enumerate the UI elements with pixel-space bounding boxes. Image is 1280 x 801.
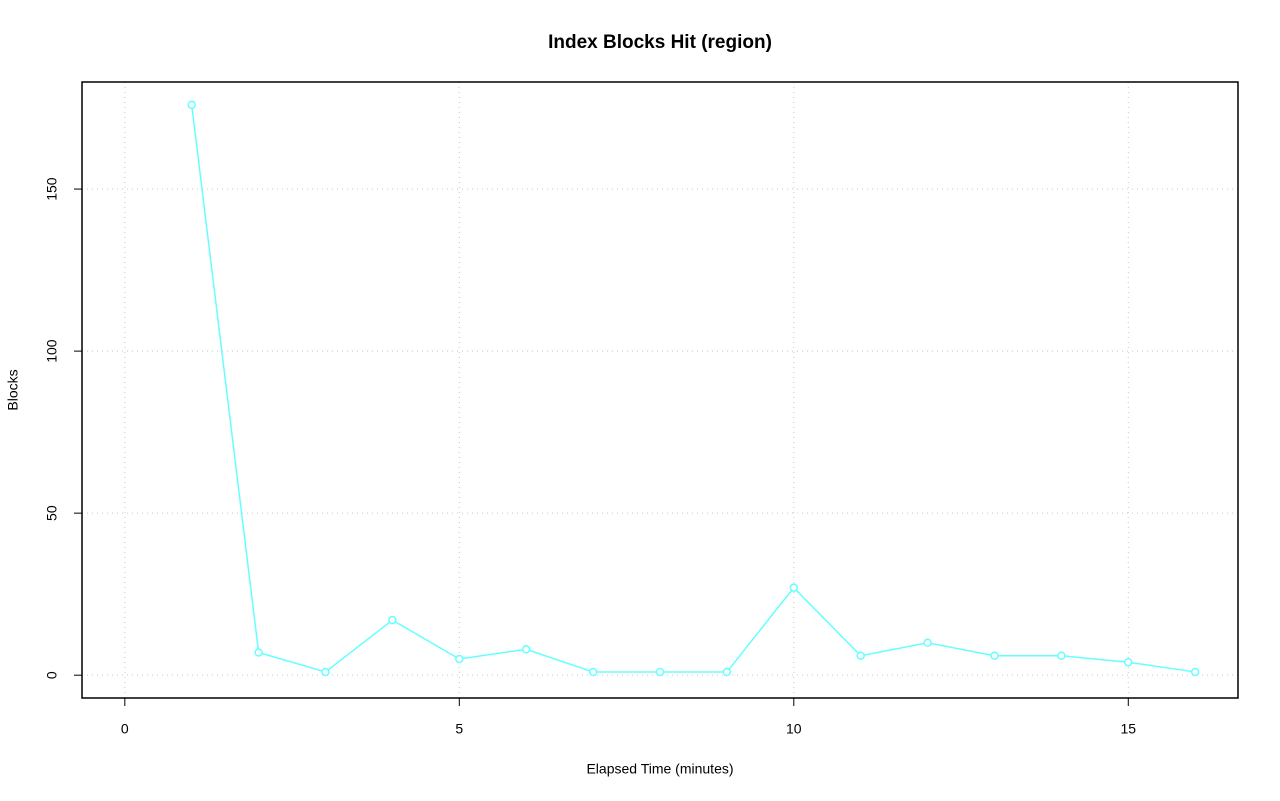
data-point	[521, 645, 531, 654]
x-tick-label: 15	[1120, 721, 1136, 737]
data-point	[1124, 657, 1133, 667]
data-point	[588, 667, 598, 677]
series-line	[190, 104, 1196, 673]
y-axis-label: Blocks	[5, 369, 21, 410]
data-point	[1190, 667, 1200, 677]
data-point	[1057, 651, 1066, 660]
data-point	[455, 654, 464, 664]
data-point	[990, 651, 999, 660]
x-tick-label: 0	[121, 721, 129, 737]
data-point	[187, 100, 196, 110]
x-tick-label: 5	[455, 721, 463, 737]
y-tick-label: 50	[44, 505, 60, 521]
data-point	[722, 667, 732, 677]
data-point	[923, 638, 932, 648]
data-point	[388, 615, 397, 625]
chart-title: Index Blocks Hit (region)	[548, 32, 772, 53]
y-tick-label: 0	[44, 671, 60, 679]
data-point	[254, 648, 263, 657]
y-tick-label: 150	[44, 177, 60, 201]
x-axis-label: Elapsed Time (minutes)	[586, 761, 733, 777]
data-point	[856, 651, 865, 660]
x-tick-label: 10	[786, 721, 802, 737]
plot-box	[81, 81, 1239, 699]
data-point	[655, 667, 665, 677]
y-tick-label: 100	[44, 339, 60, 363]
data-point	[789, 583, 799, 592]
data-point	[321, 667, 330, 677]
